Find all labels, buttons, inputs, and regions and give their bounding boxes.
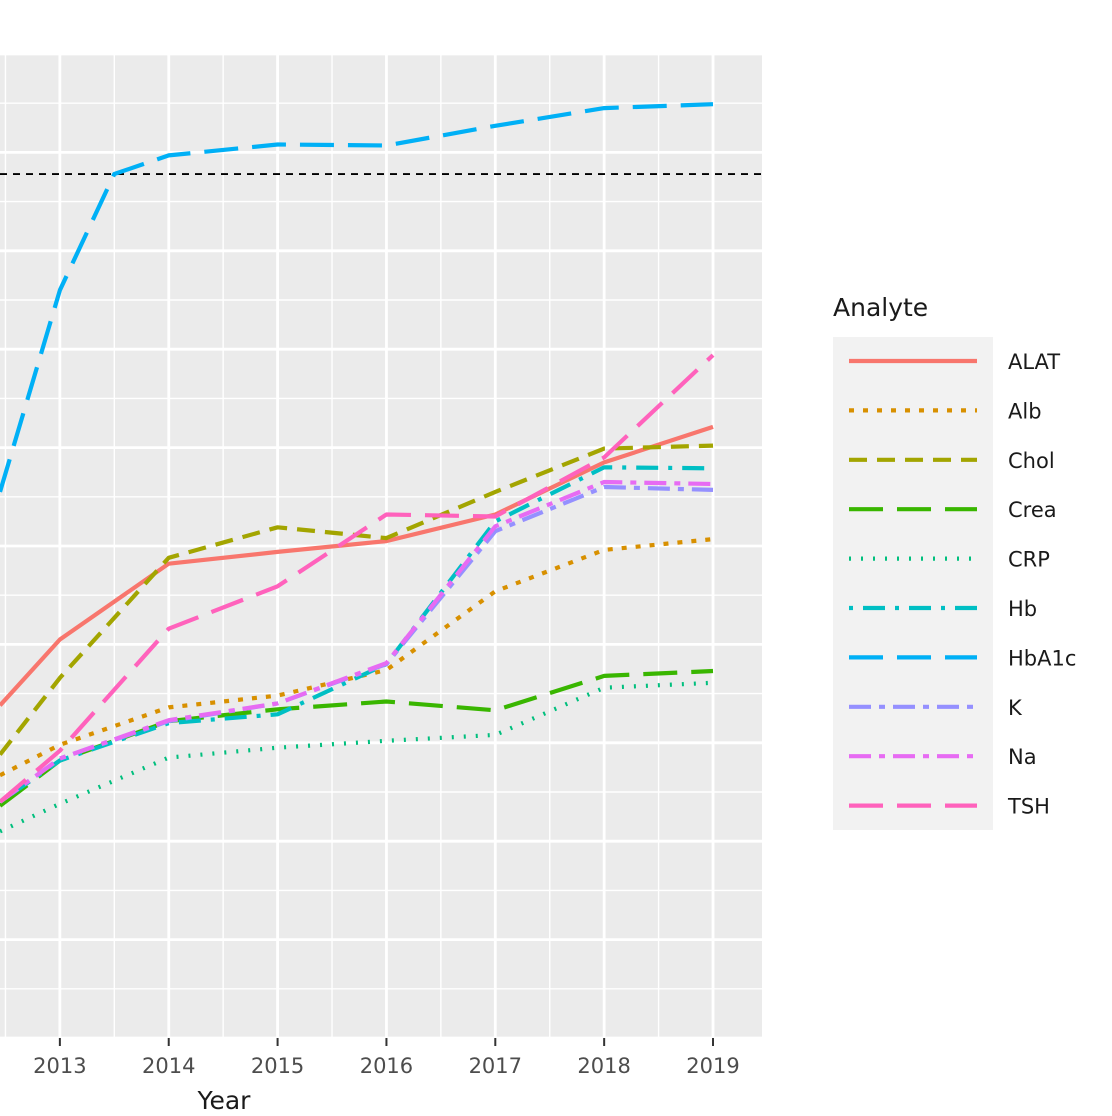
x-tick-label: 2015 xyxy=(251,1054,304,1078)
x-tick-label: 2019 xyxy=(686,1054,739,1078)
legend-label-crea: Crea xyxy=(1008,498,1057,522)
x-axis-title: Year xyxy=(197,1086,252,1112)
series-line-crp xyxy=(0,680,714,834)
series-lines xyxy=(0,102,715,834)
x-axis-ticks: 2013 2014 2015 2016 2017 2018 2019 xyxy=(33,1038,740,1078)
x-tick-label: 2014 xyxy=(142,1054,195,1078)
legend-label-hb: Hb xyxy=(1008,597,1037,621)
series-line-hb xyxy=(0,465,714,804)
series-line-chol xyxy=(0,443,714,756)
series-line-tsh xyxy=(0,353,715,804)
x-tick-label: 2018 xyxy=(577,1054,630,1078)
legend-label-na: Na xyxy=(1008,745,1037,769)
series-line-crea xyxy=(0,668,714,808)
legend-title: Analyte xyxy=(833,293,928,322)
x-tick-label: 2017 xyxy=(469,1054,522,1078)
x-tick-label: 2013 xyxy=(33,1054,86,1078)
legend-label-k: K xyxy=(1008,696,1023,720)
legend: ALAT Alb Chol Crea CRP Hb HbA1c K Na TSH xyxy=(849,350,1076,819)
legend-label-alat: ALAT xyxy=(1008,350,1060,374)
legend-key-panel xyxy=(833,337,993,830)
series-line-hba1c xyxy=(0,102,714,493)
series-line-alb xyxy=(0,537,714,778)
x-tick-label: 2016 xyxy=(360,1054,413,1078)
series-line-alat xyxy=(0,424,714,707)
legend-label-tsh: TSH xyxy=(1007,795,1050,819)
legend-label-chol: Chol xyxy=(1008,449,1055,473)
legend-label-alb: Alb xyxy=(1008,399,1042,423)
major-gridlines xyxy=(0,52,762,1040)
legend-label-crp: CRP xyxy=(1008,548,1050,572)
series-line-na xyxy=(0,479,714,804)
legend-label-hba1c: HbA1c xyxy=(1008,646,1076,670)
